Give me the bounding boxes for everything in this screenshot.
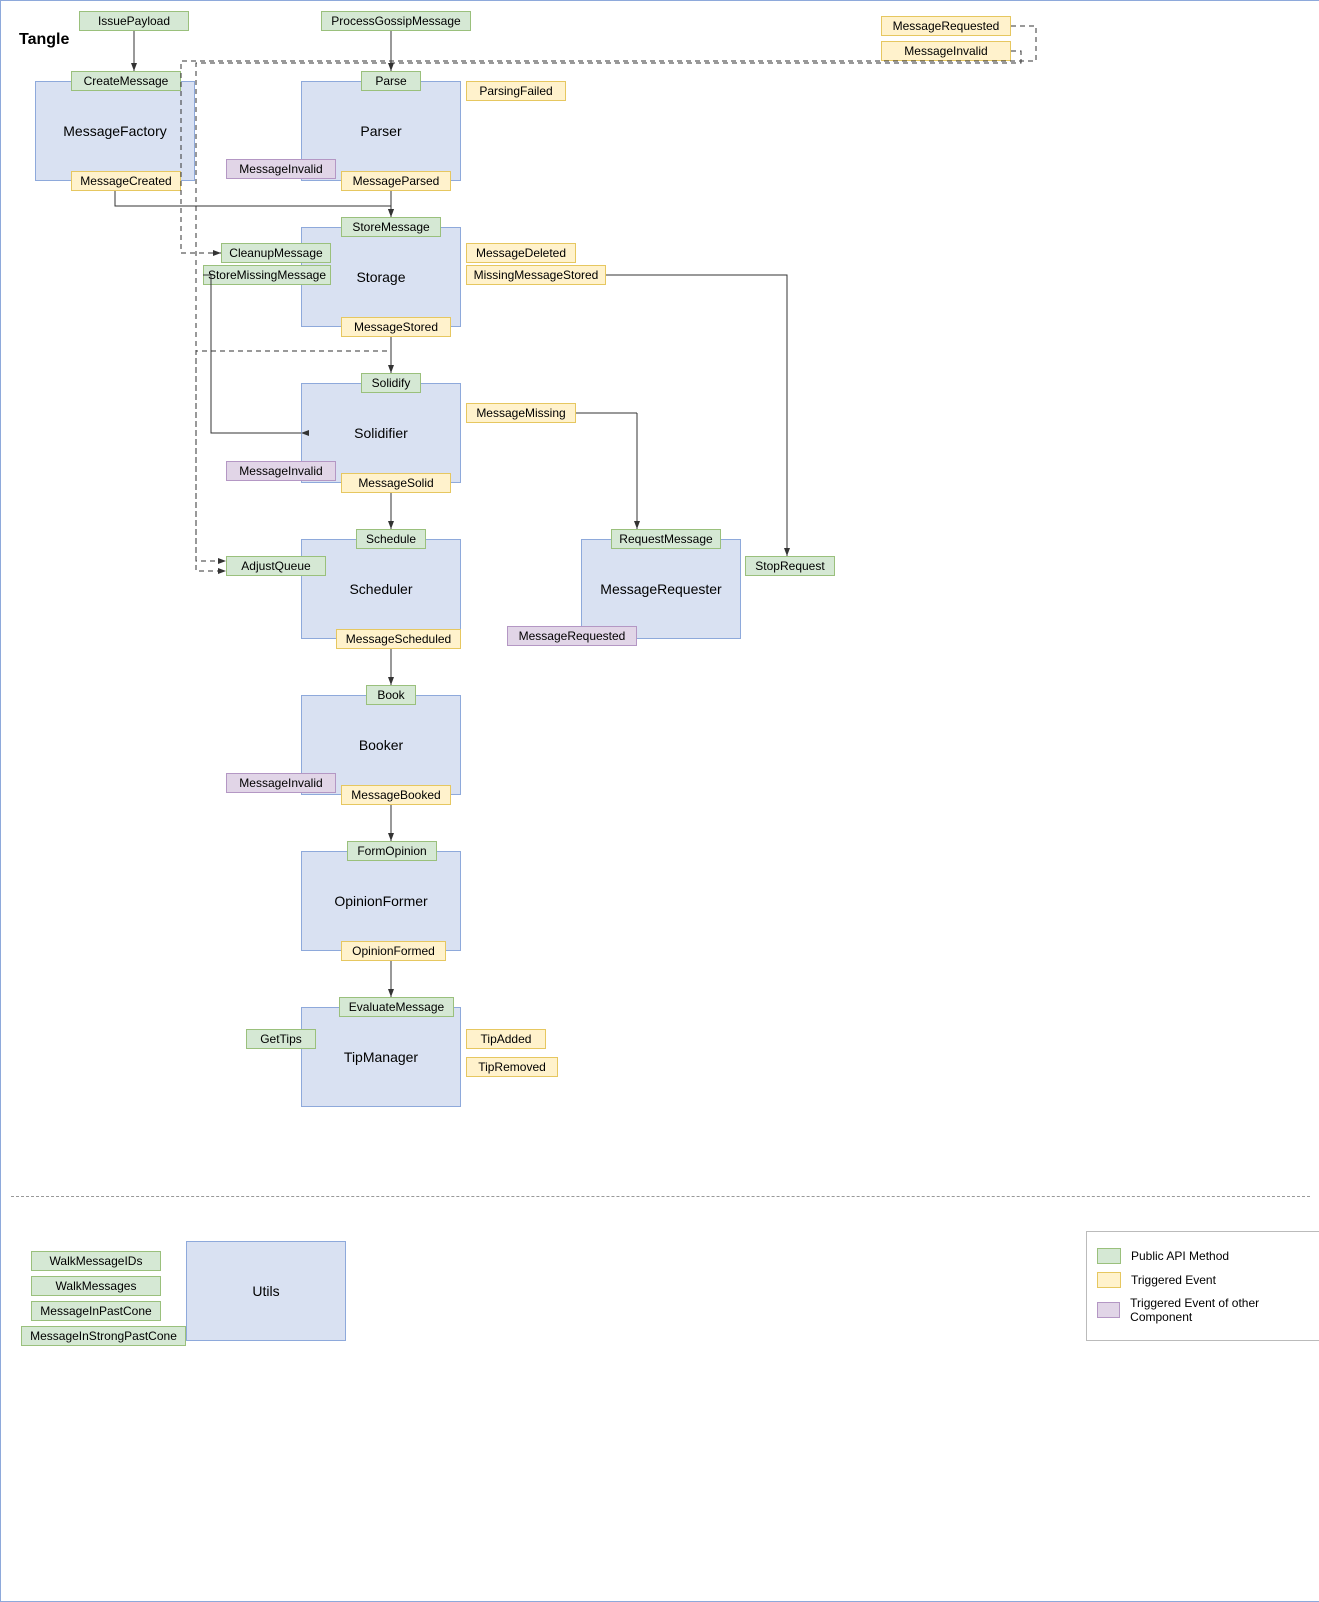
legend: Public API Method Triggered Event Triggere…: [1086, 1231, 1319, 1341]
tag-messagecreated: MessageCreated: [71, 171, 181, 191]
tag-createmessage: CreateMessage: [71, 71, 181, 91]
tag-formopinion: FormOpinion: [347, 841, 437, 861]
tag-messagebooked: MessageBooked: [341, 785, 451, 805]
legend-row-1: Triggered Event: [1097, 1272, 1317, 1288]
tag-adjustqueue: AdjustQueue: [226, 556, 326, 576]
legend-label: Triggered Event: [1131, 1273, 1216, 1287]
tag-walkmessageids: WalkMessageIDs: [31, 1251, 161, 1271]
component-messagerequester: MessageRequester: [581, 539, 741, 639]
tag-issuepayload: IssuePayload: [79, 11, 189, 31]
tag-storemissingmessage: StoreMissingMessage: [203, 265, 331, 285]
tag-messageinvalid_book: MessageInvalid: [226, 773, 336, 793]
tag-solidify: Solidify: [361, 373, 421, 393]
tag-requestmessage: RequestMessage: [611, 529, 721, 549]
tag-messagerequested_top: MessageRequested: [881, 16, 1011, 36]
tag-messageinvalid_solid: MessageInvalid: [226, 461, 336, 481]
tag-messageinpastcone: MessageInPastCone: [31, 1301, 161, 1321]
tag-opinionformed: OpinionFormed: [341, 941, 446, 961]
tag-messageinvalid_parser: MessageInvalid: [226, 159, 336, 179]
tag-schedule: Schedule: [356, 529, 426, 549]
tag-stoprequest: StopRequest: [745, 556, 835, 576]
tag-tipremoved: TipRemoved: [466, 1057, 558, 1077]
component-scheduler: Scheduler: [301, 539, 461, 639]
tag-cleanupmessage: CleanupMessage: [221, 243, 331, 263]
tag-walkmessages: WalkMessages: [31, 1276, 161, 1296]
tag-missingmessagestored: MissingMessageStored: [466, 265, 606, 285]
component-tipmanager: TipManager: [301, 1007, 461, 1107]
legend-row-0: Public API Method: [1097, 1248, 1317, 1264]
component-messagefactory: MessageFactory: [35, 81, 195, 181]
component-utils: Utils: [186, 1241, 346, 1341]
tag-evaluatemessage: EvaluateMessage: [339, 997, 454, 1017]
legend-swatch-yellow: [1097, 1272, 1121, 1288]
legend-row-2: Triggered Event of other Component: [1097, 1296, 1317, 1324]
tag-tipadded: TipAdded: [466, 1029, 546, 1049]
tag-storemessage: StoreMessage: [341, 217, 441, 237]
tag-messageparsed: MessageParsed: [341, 171, 451, 191]
section-divider: [11, 1196, 1310, 1197]
tag-messagescheduled: MessageScheduled: [336, 629, 461, 649]
tag-messageinvalid_top: MessageInvalid: [881, 41, 1011, 61]
legend-label: Public API Method: [1131, 1249, 1229, 1263]
edges-layer: [1, 1, 1319, 1601]
component-opinionformer: OpinionFormer: [301, 851, 461, 951]
tag-gettips: GetTips: [246, 1029, 316, 1049]
tag-parsingfailed: ParsingFailed: [466, 81, 566, 101]
diagram-title: Tangle: [19, 31, 69, 49]
tag-parse: Parse: [361, 71, 421, 91]
legend-swatch-purple: [1097, 1302, 1120, 1318]
legend-swatch-green: [1097, 1248, 1121, 1264]
tag-messageinstrongpastcone: MessageInStrongPastCone: [21, 1326, 186, 1346]
tag-messagestored: MessageStored: [341, 317, 451, 337]
tag-processgossipmessage: ProcessGossipMessage: [321, 11, 471, 31]
tangle-diagram: TangleMessageFactoryParserStorageSolidif…: [0, 0, 1319, 1602]
tag-book: Book: [366, 685, 416, 705]
tag-messagemissing: MessageMissing: [466, 403, 576, 423]
tag-messagesolid: MessageSolid: [341, 473, 451, 493]
legend-label: Triggered Event of other Component: [1130, 1296, 1317, 1324]
tag-messagerequested_mr: MessageRequested: [507, 626, 637, 646]
tag-messagedeleted: MessageDeleted: [466, 243, 576, 263]
